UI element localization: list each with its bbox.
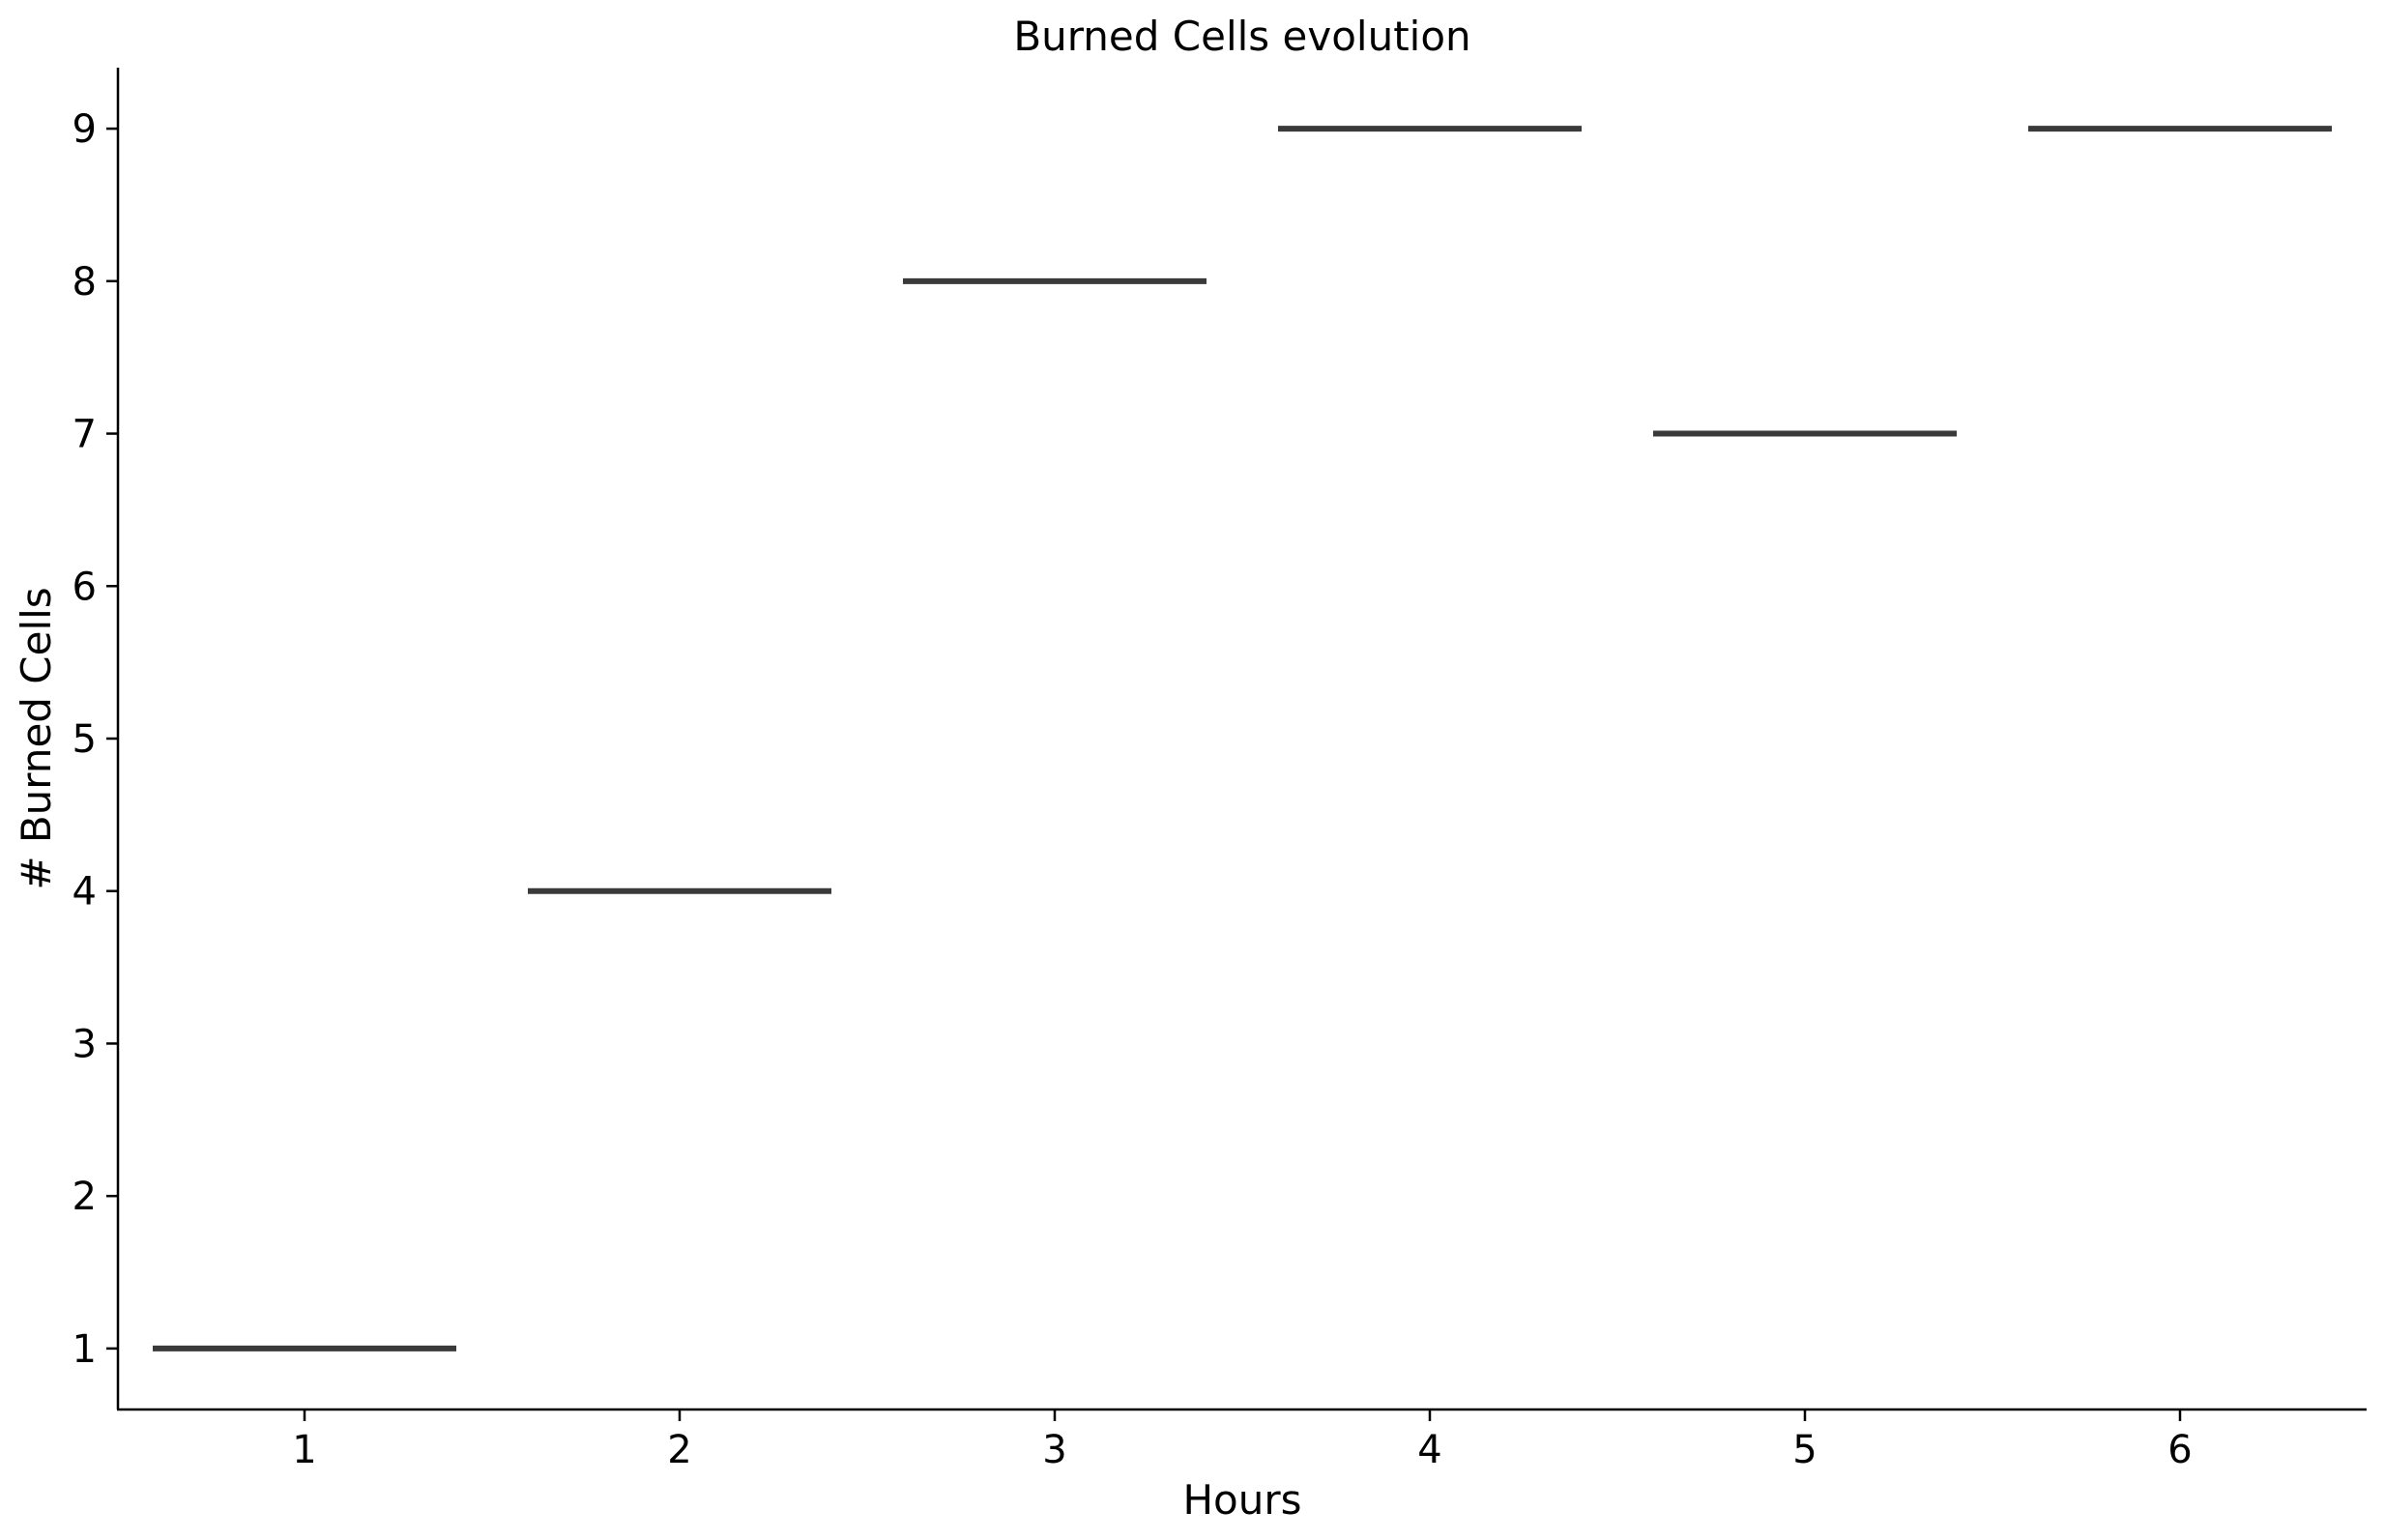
y-tick-label: 7 — [73, 413, 97, 457]
plot-area — [153, 126, 2332, 1351]
y-ticks: 1 2 3 4 5 6 7 8 9 — [73, 107, 118, 1372]
y-tick-label: 3 — [73, 1022, 97, 1066]
y-tick-label: 5 — [73, 717, 97, 762]
x-tick-label: 3 — [1042, 1428, 1066, 1472]
y-tick-label: 4 — [73, 870, 97, 915]
x-axis-title: Hours — [1182, 1476, 1301, 1524]
chart-title: Burned Cells evolution — [1013, 13, 1470, 60]
y-axis-title: # Burned Cells — [13, 587, 60, 889]
x-tick-label: 6 — [2167, 1428, 2192, 1472]
y-tick-label: 6 — [73, 565, 97, 609]
x-tick-label: 4 — [1417, 1428, 1441, 1472]
y-tick-label: 8 — [73, 260, 97, 305]
x-tick-label: 5 — [1792, 1428, 1817, 1472]
x-ticks: 1 2 3 4 5 6 — [292, 1409, 2193, 1472]
x-tick-label: 1 — [292, 1428, 316, 1472]
y-tick-label: 9 — [73, 107, 97, 152]
y-tick-label: 2 — [73, 1175, 97, 1219]
x-tick-label: 2 — [667, 1428, 691, 1472]
y-tick-label: 1 — [73, 1327, 97, 1372]
